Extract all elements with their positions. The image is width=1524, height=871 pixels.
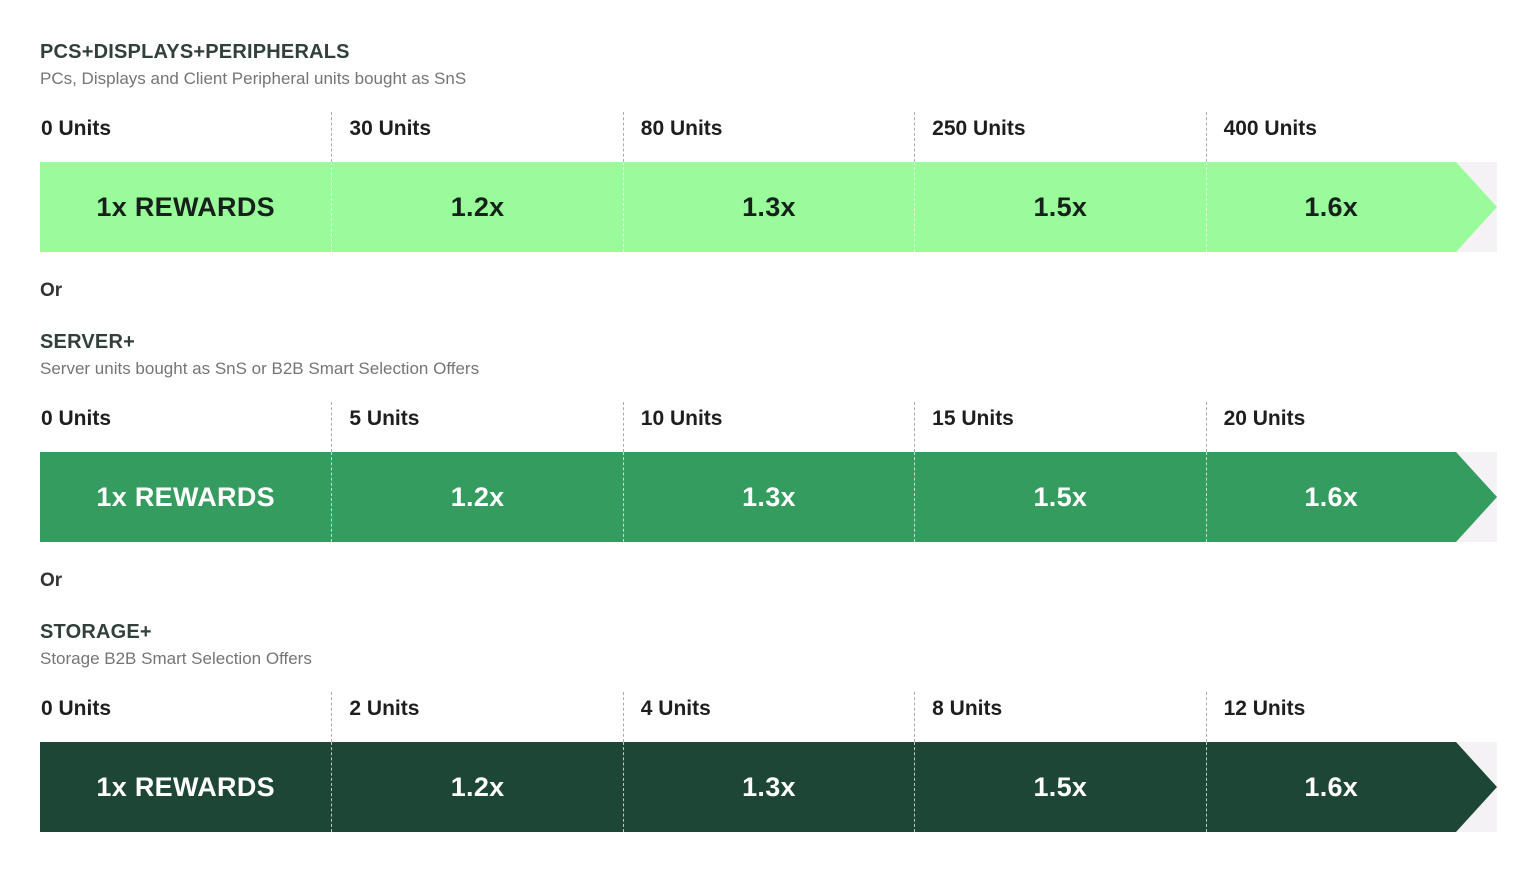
tier-threshold-label: 4 Units bbox=[622, 692, 914, 742]
reward-segment: 1.5x bbox=[914, 452, 1205, 542]
reward-segment: 1.6x bbox=[1206, 742, 1497, 832]
reward-segment: 1.5x bbox=[914, 742, 1205, 832]
section-subtitle: Storage B2B Smart Selection Offers bbox=[40, 649, 312, 668]
reward-segment: 1.2x bbox=[331, 452, 622, 542]
tier-threshold-label: 0 Units bbox=[41, 697, 112, 720]
reward-arrow-bar: 1x REWARDS 1.2x 1.3x 1.5x 1.6x bbox=[40, 742, 1497, 832]
section-title: SERVER+ bbox=[40, 331, 135, 353]
tier-threshold-label: 0 Units bbox=[41, 117, 112, 140]
reward-bar-wrap: 1x REWARDS 1.2x 1.3x 1.5x 1.6x bbox=[40, 162, 1497, 252]
tier-threshold-label: 10 Units bbox=[622, 402, 914, 452]
reward-segment: 1.3x bbox=[623, 162, 914, 252]
reward-segment: 1.2x bbox=[331, 162, 622, 252]
reward-segment: 1.5x bbox=[914, 162, 1205, 252]
tier-threshold-label: 15 Units bbox=[914, 402, 1205, 452]
reward-segment: 1.6x bbox=[1206, 452, 1497, 542]
reward-segment: 1x REWARDS bbox=[96, 191, 275, 222]
or-divider: Or bbox=[40, 570, 63, 591]
section-server: SERVER+ Server units bought as SnS or B2… bbox=[40, 330, 1497, 542]
reward-tier-chart: 0 Units 2 Units 4 Units 8 Units 12 Units… bbox=[40, 692, 1497, 832]
tier-threshold-label: 250 Units bbox=[914, 112, 1205, 162]
tier-threshold-label: 2 Units bbox=[331, 692, 622, 742]
section-subtitle: Server units bought as SnS or B2B Smart … bbox=[40, 359, 480, 378]
reward-bar-wrap: 1x REWARDS 1.2x 1.3x 1.5x 1.6x bbox=[40, 742, 1497, 832]
tier-threshold-label: 8 Units bbox=[914, 692, 1205, 742]
reward-segment: 1x REWARDS bbox=[96, 771, 275, 802]
reward-segment: 1.3x bbox=[623, 452, 914, 542]
tier-threshold-label: 0 Units bbox=[41, 407, 112, 430]
section-pcs-displays-peripherals: PCS+DISPLAYS+PERIPHERALS PCs, Displays a… bbox=[40, 40, 1497, 252]
tier-threshold-row: 0 Units 2 Units 4 Units 8 Units 12 Units bbox=[40, 692, 1497, 742]
reward-segment: 1x REWARDS bbox=[96, 481, 275, 512]
or-divider: Or bbox=[40, 280, 63, 301]
section-subtitle: PCs, Displays and Client Peripheral unit… bbox=[40, 69, 467, 88]
tier-threshold-label: 80 Units bbox=[622, 112, 914, 162]
tier-threshold-label: 12 Units bbox=[1205, 692, 1497, 742]
reward-bar-wrap: 1x REWARDS 1.2x 1.3x 1.5x 1.6x bbox=[40, 452, 1497, 542]
tier-threshold-row: 0 Units 5 Units 10 Units 15 Units 20 Uni… bbox=[40, 402, 1497, 452]
tier-threshold-label: 30 Units bbox=[331, 112, 622, 162]
reward-arrow-bar: 1x REWARDS 1.2x 1.3x 1.5x 1.6x bbox=[40, 162, 1497, 252]
section-storage: STORAGE+ Storage B2B Smart Selection Off… bbox=[40, 620, 1497, 832]
reward-tier-chart: 0 Units 5 Units 10 Units 15 Units 20 Uni… bbox=[40, 402, 1497, 542]
reward-segment: 1.6x bbox=[1206, 162, 1497, 252]
reward-segment: 1.2x bbox=[331, 742, 622, 832]
tier-threshold-label: 5 Units bbox=[331, 402, 622, 452]
tier-threshold-label: 400 Units bbox=[1205, 112, 1497, 162]
tier-threshold-label: 20 Units bbox=[1205, 402, 1497, 452]
section-title: STORAGE+ bbox=[40, 621, 152, 643]
reward-segment: 1.3x bbox=[623, 742, 914, 832]
reward-arrow-bar: 1x REWARDS 1.2x 1.3x 1.5x 1.6x bbox=[40, 452, 1497, 542]
section-title: PCS+DISPLAYS+PERIPHERALS bbox=[40, 41, 350, 63]
tier-threshold-row: 0 Units 30 Units 80 Units 250 Units 400 … bbox=[40, 112, 1497, 162]
reward-tier-chart: 0 Units 30 Units 80 Units 250 Units 400 … bbox=[40, 112, 1497, 252]
